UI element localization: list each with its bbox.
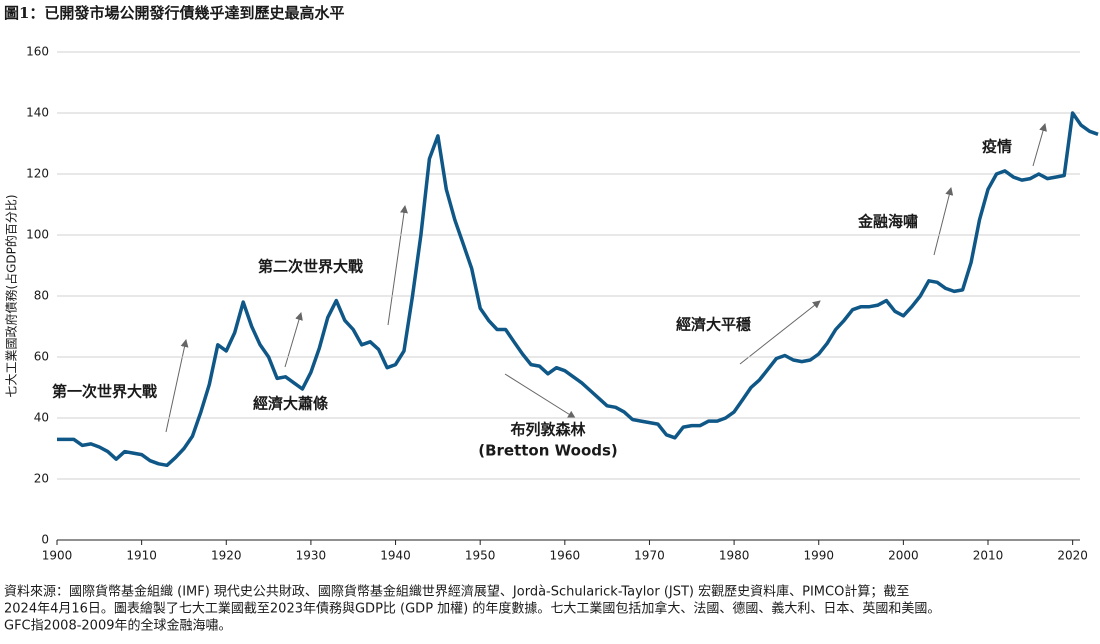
annotation: 經濟大蕭條 [253,395,329,413]
annotation: 布列敦森林 [510,421,586,439]
x-tick-label: 1950 [465,549,496,563]
footnote: 2024年4月16日。圖表繪製了七大工業國截至2023年債務與GDP比 (GDP… [4,601,940,617]
data-line [57,111,1099,468]
x-tick-label: 1990 [803,549,834,563]
chart-title: 圖1：已開發市場公開發行債幾乎達到歷史最高水平 [4,4,344,22]
annotation: 經濟大平穩 [676,316,751,334]
annotation: (Bretton Woods) [478,442,618,460]
annotation: 疫情 [982,138,1012,156]
x-tick-label: 1980 [719,549,750,563]
x-tick-label: 1940 [380,549,411,563]
x-tick-label: 2020 [1057,549,1088,563]
y-tick-label: 100 [26,228,49,242]
annotation: 第二次世界大戰 [258,258,363,276]
y-tick-label: 0 [41,533,49,547]
y-tick-label: 140 [26,106,49,120]
x-tick-label: 1960 [550,549,581,563]
footnote: GFC指2008-2009年的全球金融海嘯。 [4,618,232,634]
y-tick-label: 60 [34,350,49,364]
y-tick-label: 40 [34,411,49,425]
y-tick-label: 20 [34,472,49,486]
y-tick-label: 120 [26,167,49,181]
x-tick-label: 1900 [42,549,73,563]
arrows [165,123,1047,433]
y-tick-label: 160 [26,45,49,59]
annotation: 第一次世界大戰 [52,383,157,401]
x-tick-label: 1910 [126,549,157,563]
x-tick-label: 2000 [888,549,919,563]
x-tick-label: 1930 [296,549,327,563]
y-tick-label: 80 [34,289,49,303]
x-tick-label: 1970 [634,549,665,563]
x-tick-label: 2010 [973,549,1004,563]
footnote: 資料來源：國際貨幣基金組織 (IMF) 現代史公共財政、國際貨幣基金組織世界經濟… [4,584,909,600]
annotation: 金融海嘯 [857,213,918,231]
x-tick-label: 1920 [211,549,242,563]
y-axis-label: 七大工業國政府債務(占GDP的百分比) [4,194,19,397]
